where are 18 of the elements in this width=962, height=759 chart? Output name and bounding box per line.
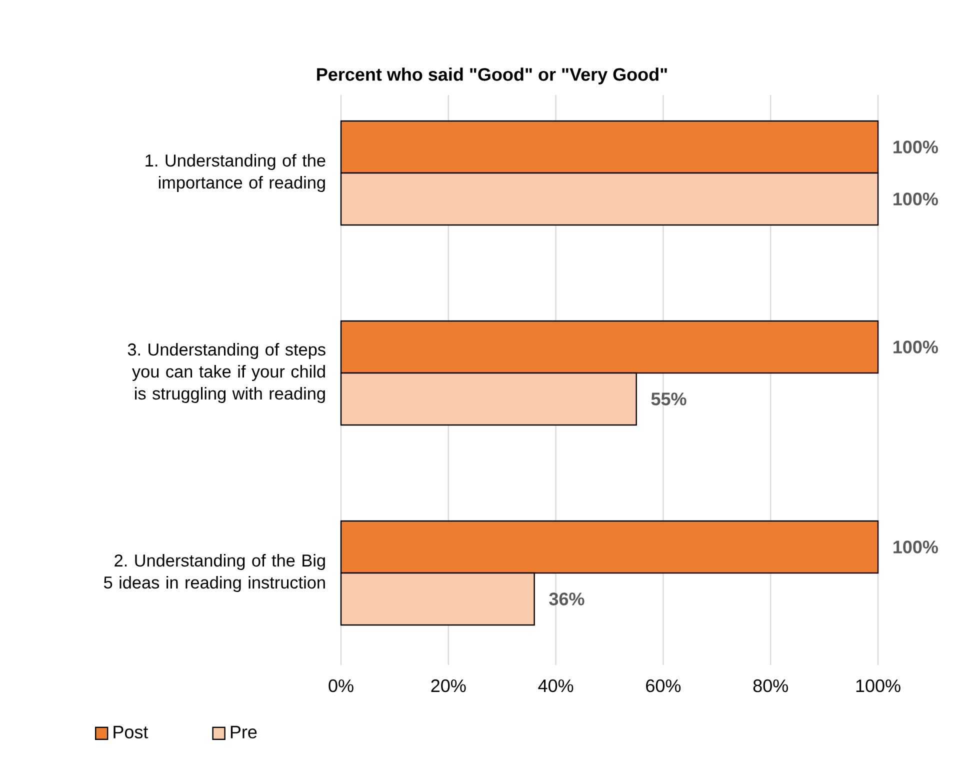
x-tick-label: 60% xyxy=(646,679,681,692)
y-tick-label: 2. Understanding of the Big 5 ideas in reading instruction xyxy=(104,554,325,592)
x-tick-label: 40% xyxy=(538,679,574,692)
y-tick-label: 3. Understanding of steps you can take if your child is struggling with reading xyxy=(128,342,326,404)
data-label: 100% xyxy=(894,192,938,206)
x-tick-label: 0% xyxy=(328,679,354,692)
data-label: 36% xyxy=(549,592,584,606)
y-tick-label: 1. Understanding of the importance of reading xyxy=(146,154,326,192)
chart-title: Percent who said "Good" or "Very Good" xyxy=(317,68,667,84)
x-tick-label: 20% xyxy=(431,679,466,692)
x-tick-label: 80% xyxy=(753,679,788,692)
legend-label: Pre xyxy=(230,726,257,738)
legend-label: Post xyxy=(114,726,148,738)
data-label: 100% xyxy=(894,140,938,154)
data-label: 100% xyxy=(894,340,938,354)
x-tick-label: 100% xyxy=(856,679,900,692)
data-label: 100% xyxy=(894,540,938,554)
data-label: 55% xyxy=(651,392,686,406)
